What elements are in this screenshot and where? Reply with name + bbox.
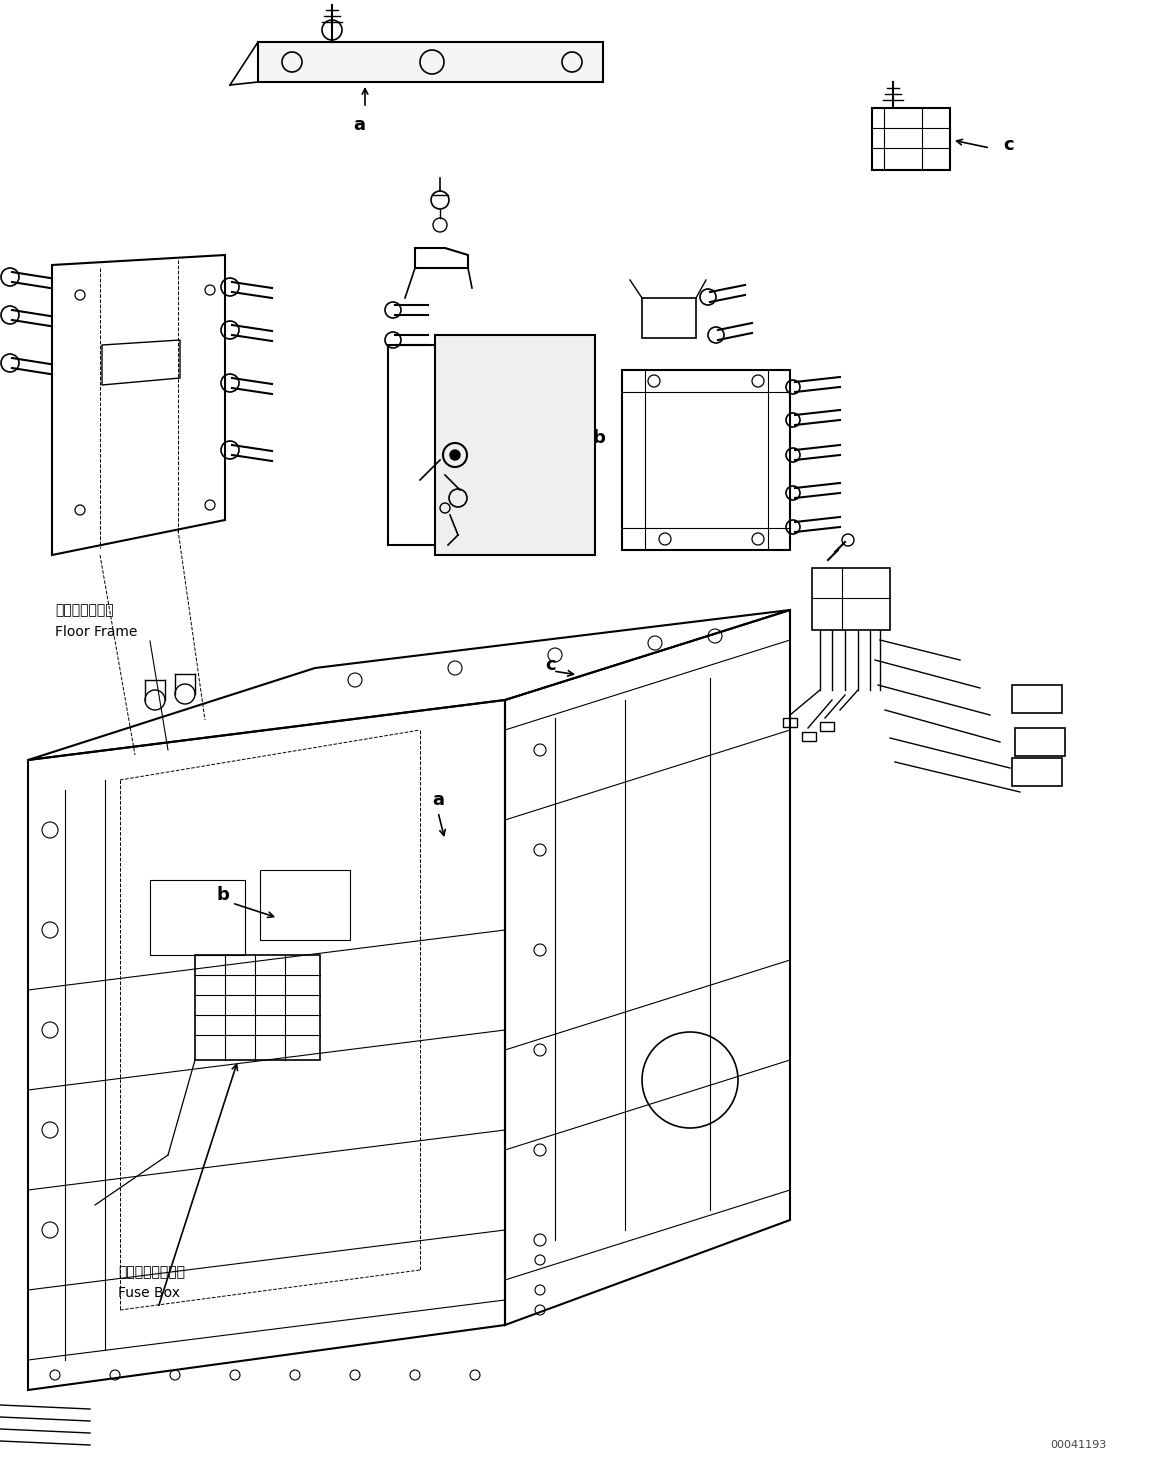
Text: Floor Frame: Floor Frame xyxy=(55,625,137,639)
Polygon shape xyxy=(435,336,595,556)
Bar xyxy=(261,869,350,940)
Bar xyxy=(820,721,834,732)
Bar xyxy=(150,880,245,954)
Text: c: c xyxy=(1003,136,1014,154)
Bar xyxy=(1012,758,1062,786)
Bar xyxy=(872,108,950,170)
Text: フューズボックス: フューズボックス xyxy=(117,1265,185,1278)
Text: c: c xyxy=(545,655,556,674)
Bar xyxy=(195,954,320,1060)
Text: a: a xyxy=(354,116,365,133)
Text: Fuse Box: Fuse Box xyxy=(117,1286,180,1300)
Text: フロアフレーム: フロアフレーム xyxy=(55,603,114,617)
Bar xyxy=(802,732,816,740)
Bar xyxy=(783,718,797,727)
Text: b: b xyxy=(593,430,606,447)
Bar xyxy=(1012,685,1062,712)
Text: a: a xyxy=(431,792,444,809)
Text: b: b xyxy=(216,885,229,905)
Polygon shape xyxy=(258,43,602,82)
Circle shape xyxy=(450,450,461,460)
Bar xyxy=(812,567,890,630)
Bar xyxy=(1015,729,1065,756)
Text: 00041193: 00041193 xyxy=(1050,1440,1106,1450)
